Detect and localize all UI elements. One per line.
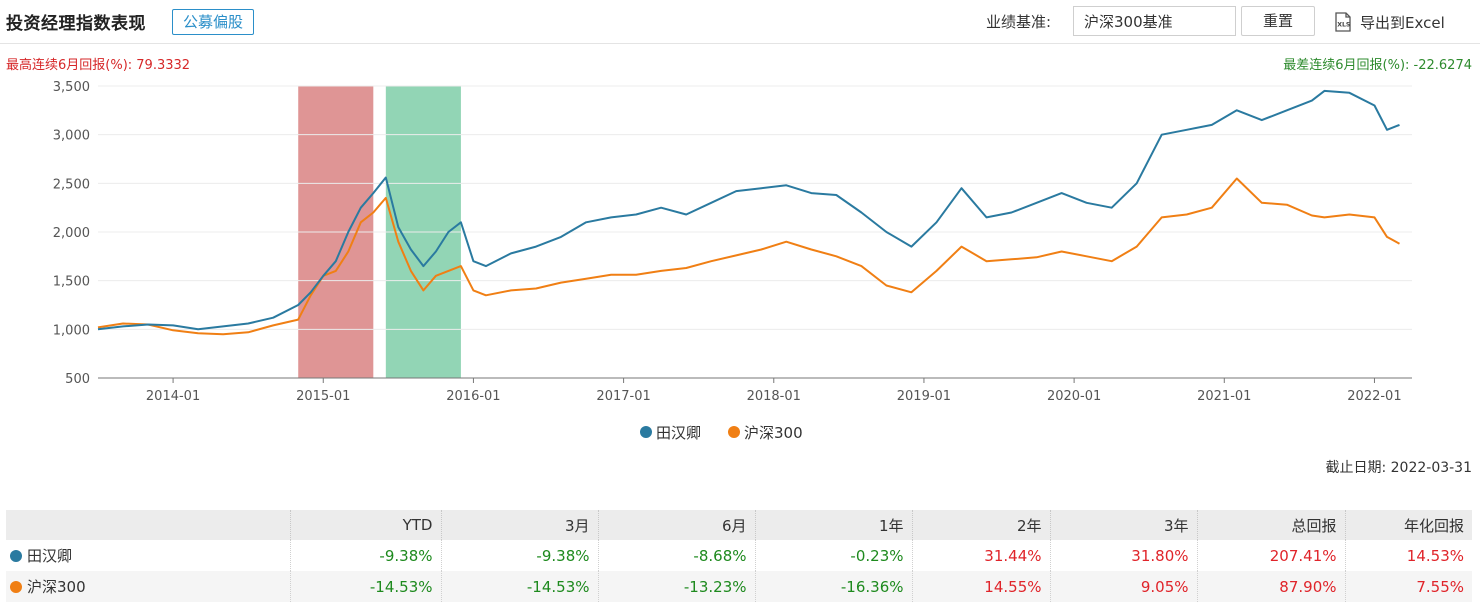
series-lines [97,89,1400,336]
as-of-date: 截止日期: 2022-03-31 [1325,460,1472,476]
column-header[interactable]: 3年 [1050,510,1198,540]
y-tick-label: 3,000 [53,129,90,144]
legend-label: 沪深300 [744,424,803,442]
column-header[interactable]: 3月 [441,510,599,540]
fund-type-badge[interactable]: 公募偏股 [172,9,255,35]
table-row: 田汉卿 -9.38% -9.38% -8.68% -0.23% 31.44% 31.80% 2… [6,540,1472,571]
return-value-cell: -8.68% [598,540,756,571]
x-axis: 2014-01 2015-01 2016-01 2017-01 2018-01 2019-… [98,377,1412,404]
chart-grid [98,85,1412,379]
x-tick-label: 2020-01 [1047,389,1101,404]
legend-label: 田汉卿 [656,424,701,442]
table-header-row: YTD 3月 6月 1年 2年 3年 总回报 年化回报 [6,510,1472,540]
x-tick-label: 2016-01 [446,389,500,404]
export-excel-button[interactable]: XLS 导出到Excel [1334,8,1445,36]
worst-6m-return: 最差连续6月回报(%): -22.6274 [1283,58,1472,73]
table-row: 沪深300 -14.53% -14.53% -13.23% -16.36% 14.55% 9… [6,571,1472,602]
x-tick-label: 2021-01 [1197,389,1251,404]
export-label: 导出到Excel [1360,13,1445,32]
return-value-cell: 9.05% [1050,571,1198,602]
column-header[interactable]: 总回报 [1197,510,1346,540]
best-6m-return: 最高连续6月回报(%): 79.3332 [6,58,191,73]
row-name-cell: 田汉卿 [6,540,291,571]
return-value-cell: -14.53% [290,571,442,602]
header-bar: 投资经理指数表现 公募偏股 业绩基准: 重置 XLS 导出到Excel [0,0,1480,44]
benchmark-label: 业绩基准: [986,13,1052,31]
y-tick-label: 1,500 [53,275,90,290]
xls-file-icon: XLS [1335,12,1351,32]
column-header[interactable]: 2年 [912,510,1051,540]
return-value-cell: 7.55% [1345,571,1472,602]
return-value-cell: -9.38% [441,540,599,571]
column-header[interactable]: 年化回报 [1345,510,1472,540]
y-tick-label: 1,000 [53,323,90,338]
page-title: 投资经理指数表现 [6,14,146,34]
return-value-cell: -16.36% [755,571,913,602]
x-tick-label: 2022-01 [1347,389,1401,404]
x-tick-label: 2017-01 [596,389,650,404]
performance-table: YTD 3月 6月 1年 2年 3年 总回报 年化回报 田汉卿 -9.38% -9.38% -8.6… [6,510,1472,602]
benchmark-input[interactable] [1073,6,1236,36]
return-value-cell: 31.44% [912,540,1051,571]
y-tick-label: 2,500 [53,177,90,192]
x-tick-label: 2014-01 [146,389,200,404]
return-value-cell: 14.53% [1406,546,1464,565]
x-tick-label: 2019-01 [897,389,951,404]
return-value-cell: -9.38% [290,540,442,571]
x-tick-label: 2018-01 [747,389,801,404]
header-blank [6,510,291,540]
column-header[interactable]: 6月 [598,510,756,540]
chart-legend: 田汉卿 沪深300 [640,424,803,442]
y-axis: 500 1,000 1,500 2,000 2,500 3,000 3,500 [53,80,90,387]
manager-series-line [97,89,1400,331]
return-value-cell: 207.41% [1197,540,1346,571]
return-value-cell: -13.23% [598,571,756,602]
y-tick-label: 3,500 [53,80,90,95]
performance-line-chart: 500 1,000 1,500 2,000 2,500 3,000 3,500 2014-0… [53,80,1412,442]
row-name: 沪深300 [27,578,86,596]
row-name-cell: 沪深300 [6,571,291,602]
column-header[interactable]: 1年 [755,510,913,540]
column-header[interactable]: YTD [290,510,442,540]
x-tick-label: 2015-01 [296,389,350,404]
y-tick-label: 500 [65,372,90,387]
legend-dot [640,426,652,438]
row-name: 田汉卿 [27,547,73,565]
return-value-cell: 31.80% [1050,540,1198,571]
legend-dot [728,426,740,438]
benchmark-series-line [97,177,1400,336]
return-value-cell: -14.53% [441,571,599,602]
reset-button[interactable]: 重置 [1241,6,1315,36]
y-tick-label: 2,000 [53,226,90,241]
series-dot-icon [10,550,22,562]
return-value-cell: -0.23% [755,540,913,571]
series-dot-icon [10,581,22,593]
svg-text:XLS: XLS [1337,22,1350,29]
return-value-cell: 87.90% [1197,571,1346,602]
return-value-cell: 14.55% [912,571,1051,602]
